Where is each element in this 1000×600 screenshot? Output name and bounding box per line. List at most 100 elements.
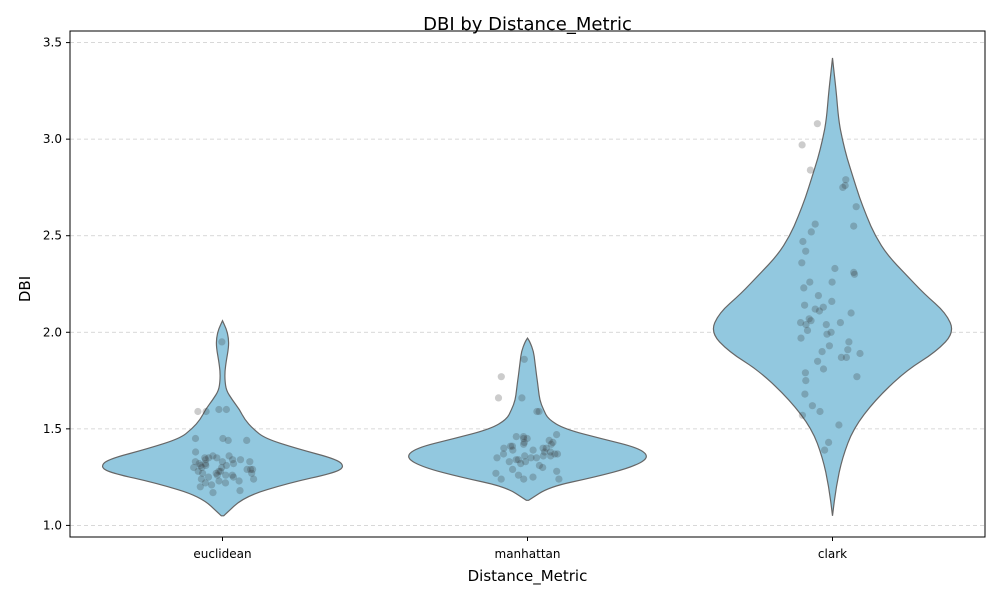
data-point [204,473,213,481]
data-point [806,278,814,286]
data-point [546,448,555,456]
data-point [243,465,251,473]
data-point [815,307,824,315]
data-point [196,483,204,491]
data-point [198,463,206,472]
data-point [535,407,543,416]
data-point [819,365,828,373]
data-point [825,342,834,350]
data-point [827,328,835,336]
data-point [492,469,500,477]
data-point [191,434,200,443]
y-tick-label: 1.5 [43,422,62,436]
data-point [802,321,810,329]
data-point [527,454,535,462]
data-point [839,183,847,191]
data-point [520,475,528,483]
data-point [852,203,860,211]
data-point [514,471,523,479]
data-point [500,444,508,452]
data-point [825,438,833,446]
data-point [236,456,245,464]
data-point [199,469,207,477]
data-point [507,442,515,450]
data-point [222,405,230,414]
data-point [823,330,831,338]
data-point [521,452,529,460]
chart-title: DBI by Distance_Metric [423,14,632,35]
data-point [800,284,808,292]
data-point [512,433,520,441]
data-point [835,421,843,429]
data-point [836,319,845,327]
data-point [547,452,555,460]
data-point [529,446,537,454]
data-point [197,475,205,483]
data-point [553,431,561,439]
data-point [819,303,827,311]
data-point [217,467,225,475]
y-axis-ticks: 1.0 1.5 2.0 2.5 3.0 3.5 [43,36,70,532]
data-point [801,369,810,377]
data-point [499,450,508,458]
violin-euclidean [101,319,344,517]
data-point [822,321,830,329]
data-point [842,353,851,361]
violins [101,57,953,517]
y-tick-label: 1.0 [43,518,62,532]
y-tick-label: 2.0 [43,325,62,339]
data-point [850,222,858,230]
data-point [801,301,809,309]
data-point [816,407,824,416]
data-point [247,465,255,473]
data-point [798,259,806,267]
data-point [850,270,859,278]
data-point [837,353,846,361]
data-point [512,456,520,464]
data-point [194,467,202,475]
data-point [803,326,812,334]
data-point [215,477,223,485]
data-point [518,394,526,402]
data-point [208,481,216,489]
data-point [224,436,232,444]
data-point [828,278,836,286]
data-point [219,434,227,443]
data-point [201,479,209,487]
data-point [229,456,237,464]
data-point [243,436,251,444]
data-point [493,454,501,462]
data-point [221,479,230,487]
data-point [523,434,531,443]
data-point [806,166,815,174]
data-point [539,444,547,452]
data-point [845,338,853,346]
data-point [847,309,855,317]
data-point [856,349,864,358]
data-point [229,473,238,481]
data-point [521,458,530,466]
data-point [494,394,503,402]
data-point [811,305,819,313]
data-point [517,460,525,468]
data-point [520,438,528,446]
data-point [549,438,557,446]
data-point [497,373,505,381]
data-point [519,433,528,441]
data-point [532,454,541,462]
data-point [235,477,243,485]
data-point [520,434,528,443]
data-point [814,357,822,365]
data-point [807,228,815,236]
data-point [818,348,826,356]
data-point [853,373,861,381]
y-tick-label: 3.0 [43,132,62,146]
data-point [505,458,513,466]
data-point [201,460,210,468]
data-point [520,355,528,363]
strip-points [190,120,864,497]
data-point [850,268,858,276]
data-point [201,454,209,462]
data-point [797,319,805,327]
data-point [195,460,203,468]
